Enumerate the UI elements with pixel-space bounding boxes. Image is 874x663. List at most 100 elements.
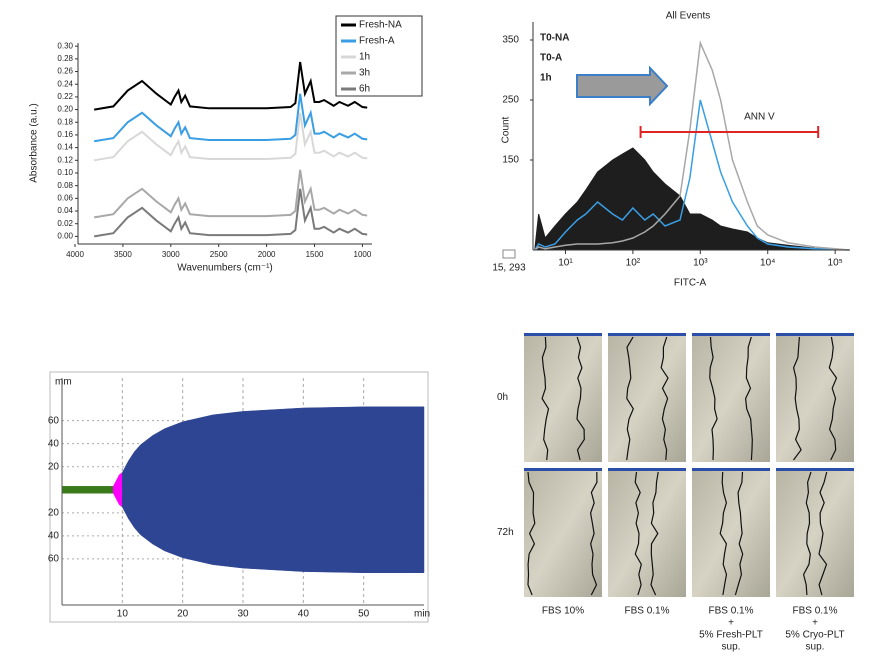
y-tick-label: 0.26 — [57, 67, 73, 76]
y-tick-label: 0.28 — [57, 54, 73, 63]
y-tick-label: 0.08 — [57, 181, 73, 190]
wound-edge — [650, 471, 659, 596]
column-label: 5% Fresh-PLT — [699, 630, 763, 641]
micrograph-edge — [776, 333, 854, 336]
micrograph-edge — [776, 468, 854, 471]
micrograph — [692, 468, 770, 597]
wound-edge — [818, 471, 828, 596]
y-tick-label: 20 — [48, 507, 60, 518]
wound-edge — [792, 336, 802, 461]
legend-label: Fresh-A — [359, 36, 395, 47]
column-label: + — [728, 618, 734, 629]
wound-edge — [709, 336, 718, 461]
legend-label: Fresh-NA — [359, 20, 402, 31]
legend-label: 3h — [359, 68, 370, 79]
y-tick-label: 0.04 — [57, 206, 73, 215]
y-tick-label: 20 — [48, 461, 60, 472]
y-tick-label: 350 — [502, 35, 519, 46]
x-tick-label: 1000 — [354, 250, 372, 259]
y-tick-label: 40 — [48, 438, 60, 449]
legend-label: T0-A — [540, 53, 562, 64]
column-label: 5% Cryo-PLT — [785, 630, 844, 641]
x-tick-label: 4000 — [66, 250, 84, 259]
row-label: 0h — [497, 392, 508, 403]
x-tick-label: 1500 — [306, 250, 324, 259]
arrow — [576, 65, 669, 107]
x-axis-label: min — [414, 609, 430, 620]
wound-edge — [576, 336, 585, 461]
histogram-line — [534, 99, 849, 251]
histogram-line — [534, 40, 849, 251]
legend-box — [335, 15, 423, 97]
wound-edge — [541, 336, 550, 461]
micrograph-edge — [524, 468, 602, 471]
area-upper — [122, 406, 425, 491]
x-tick-label: 10³ — [693, 258, 708, 269]
y-tick-label: 40 — [48, 531, 60, 542]
wound-edge — [626, 336, 634, 461]
y-tick-label: 250 — [502, 95, 519, 106]
x-tick-label: 3000 — [162, 250, 180, 259]
area-lower — [61, 489, 114, 494]
wound-edge — [802, 471, 812, 596]
wound-edge — [660, 336, 669, 461]
wound-edge — [634, 471, 642, 596]
x-tick-label: 40 — [298, 609, 310, 620]
x-tick-label: 50 — [358, 609, 370, 620]
legend-label: T0-NA — [540, 33, 569, 44]
y-tick-label: 150 — [502, 155, 519, 166]
y-tick-label: 0.02 — [57, 219, 73, 228]
y-tick-label: 0.20 — [57, 105, 73, 114]
micrograph — [776, 333, 854, 462]
micrograph — [692, 333, 770, 462]
micrograph — [524, 333, 602, 462]
wound-edge — [527, 471, 536, 596]
x-tick-label: 2500 — [210, 250, 228, 259]
y-tick-label: 0.30 — [57, 41, 73, 50]
x-tick-label: 10 — [117, 609, 129, 620]
y-tick-label: 60 — [48, 554, 60, 565]
micrograph — [776, 468, 854, 597]
y-axis-label: Absorbance (a.u.) — [29, 103, 40, 183]
wound-edge — [589, 471, 598, 596]
x-axis-label: FITC-A — [674, 278, 707, 289]
y-tick-label: 0.18 — [57, 117, 73, 126]
micrograph — [524, 468, 602, 597]
micrograph-edge — [608, 333, 686, 336]
micrograph — [608, 468, 686, 597]
area-lower — [122, 489, 425, 573]
y-axis-label: Count — [501, 116, 512, 143]
y-tick-label: 0.24 — [57, 79, 73, 88]
y-tick-label: 0.00 — [57, 232, 73, 241]
micrograph-edge — [524, 333, 602, 336]
area-lower — [113, 489, 123, 508]
area-upper — [61, 486, 114, 491]
micrograph-edge — [608, 468, 686, 471]
wound-edge — [734, 471, 744, 596]
x-tick-label: 3500 — [114, 250, 132, 259]
x-tick-label: 20 — [177, 609, 189, 620]
x-tick-label: 10⁴ — [760, 258, 775, 269]
micrograph — [608, 333, 686, 462]
spectrum-line — [93, 169, 368, 219]
annotation: ANN V — [744, 112, 775, 123]
legend-label: 6h — [359, 84, 370, 95]
column-label: FBS 0.1% — [792, 606, 837, 617]
legend-label: 1h — [540, 73, 552, 84]
x-tick-label: 10² — [626, 258, 641, 269]
spectrum-line — [93, 93, 368, 143]
spectrum-line — [93, 188, 368, 238]
x-axis-label: Wavenumbers (cm⁻¹) — [177, 263, 272, 274]
y-tick-label: 0.22 — [57, 92, 73, 101]
wound-edge — [719, 471, 728, 596]
y-axis-label: mm — [55, 377, 72, 388]
corner-label: 15, 293 — [492, 263, 526, 274]
histogram-area — [534, 147, 849, 251]
spectrum-line — [93, 112, 368, 162]
row-label: 72h — [497, 527, 514, 538]
wound-edge — [744, 336, 753, 461]
x-tick-label: 10⁵ — [828, 258, 843, 269]
column-label: FBS 10% — [542, 606, 584, 617]
y-tick-label: 0.12 — [57, 155, 73, 164]
